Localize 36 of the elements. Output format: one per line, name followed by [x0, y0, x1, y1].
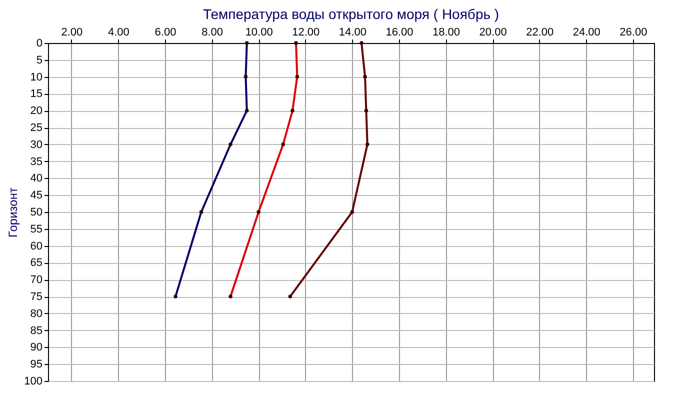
y-tick-label: 80	[30, 308, 42, 320]
y-tick-label: 10	[30, 71, 42, 84]
y-tick-label: 65	[30, 257, 42, 270]
x-tick-label: 24.00	[572, 26, 600, 38]
x-tick-label: 16.00	[386, 26, 414, 38]
y-tick-label: 95	[30, 358, 42, 371]
y-tick-label: 30	[30, 138, 42, 151]
y-tick-label: 35	[30, 156, 42, 168]
x-tick-label: 20.00	[479, 26, 507, 38]
y-tick-label: 60	[30, 240, 42, 252]
x-tick-label: 22.00	[526, 26, 554, 38]
y-tick-label: 85	[30, 324, 42, 337]
y-tick-label: 5	[36, 54, 42, 66]
y-tick-label: 20	[30, 105, 42, 118]
y-tick-label: 100	[24, 376, 42, 388]
y-tick-label: 45	[30, 190, 42, 202]
y-tick-label: 75	[30, 291, 42, 303]
y-tick-label: 40	[30, 172, 42, 185]
x-tick-label: 26.00	[620, 26, 648, 38]
x-tick-label: 12.00	[292, 26, 320, 38]
y-tick-label: 55	[30, 223, 42, 236]
y-tick-label: 90	[30, 342, 42, 354]
x-tick-label: 2.00	[61, 26, 83, 38]
x-tick-label: 14.00	[338, 26, 366, 38]
x-tick-label: 8.00	[202, 26, 223, 38]
x-tick-label: 10.00	[245, 26, 273, 38]
y-tick-label: 15	[30, 88, 42, 100]
y-tick-label: 0	[36, 38, 42, 50]
y-axis-title: Горизонт	[6, 187, 20, 238]
chart-title: Температура воды открытого моря ( Ноябрь )	[202, 6, 500, 22]
x-tick-label: 6.00	[154, 26, 176, 38]
y-tick-label: 70	[30, 274, 42, 286]
y-tick-label: 25	[30, 122, 42, 134]
x-tick-label: 18.00	[432, 26, 460, 38]
y-tick-label: 50	[30, 206, 42, 218]
x-tick-label: 4.00	[108, 26, 130, 38]
